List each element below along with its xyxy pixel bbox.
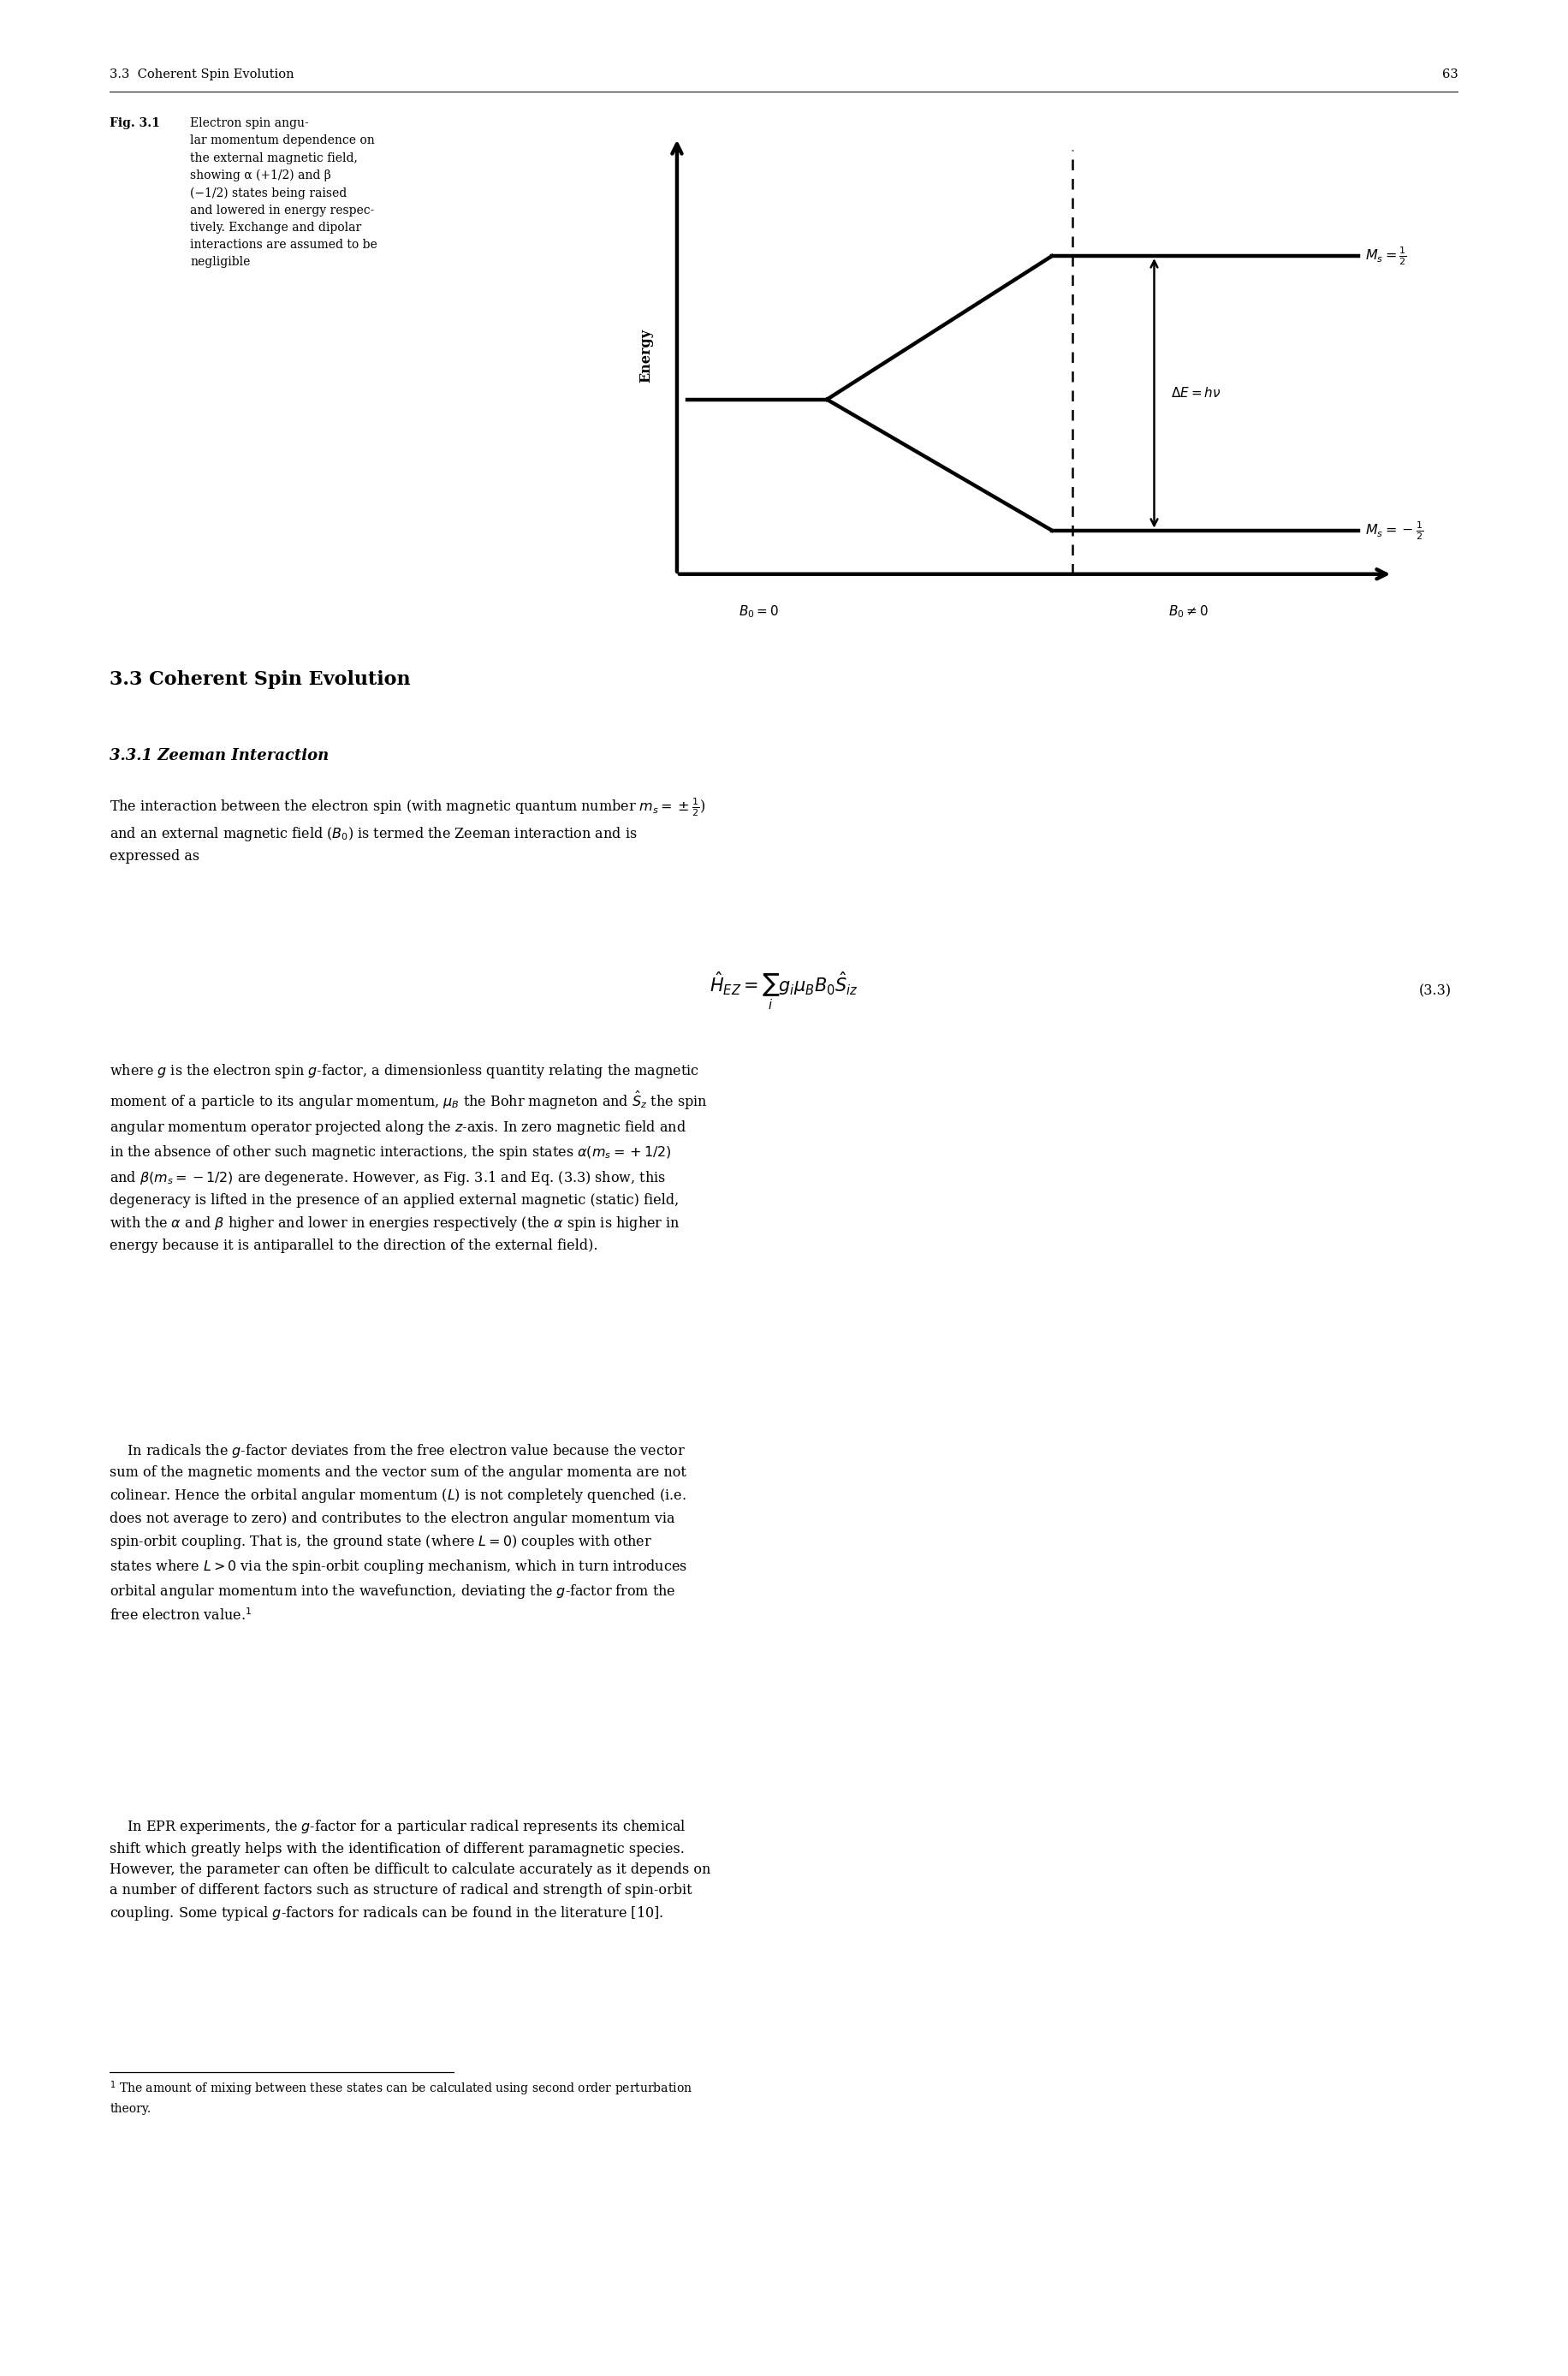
Text: In radicals the $g$-factor deviates from the free electron value because the vec: In radicals the $g$-factor deviates from… [110,1442,687,1623]
Text: 3.3 Coherent Spin Evolution: 3.3 Coherent Spin Evolution [110,670,411,689]
Text: where $g$ is the electron spin $g$-factor, a dimensionless quantity relating the: where $g$ is the electron spin $g$-facto… [110,1062,707,1252]
Text: Energy: Energy [640,328,654,383]
Text: Electron spin angu-
lar momentum dependence on
the external magnetic field,
show: Electron spin angu- lar momentum depende… [190,119,378,268]
Text: $M_s = -\frac{1}{2}$: $M_s = -\frac{1}{2}$ [1366,520,1424,542]
Text: $\Delta E = h\nu$: $\Delta E = h\nu$ [1171,387,1221,399]
Text: $\hat{H}_{EZ} = \sum_{i} g_i \mu_B B_0 \hat{S}_{iz}$: $\hat{H}_{EZ} = \sum_{i} g_i \mu_B B_0 \… [710,969,858,1012]
Text: In EPR experiments, the $g$-factor for a particular radical represents its chemi: In EPR experiments, the $g$-factor for a… [110,1818,710,1922]
Text: The interaction between the electron spin (with magnetic quantum number $m_s = \: The interaction between the electron spi… [110,796,706,865]
Text: $B_0 \neq 0$: $B_0 \neq 0$ [1168,604,1209,620]
Text: Fig. 3.1: Fig. 3.1 [110,119,160,131]
Text: 3.3.1 Zeeman Interaction: 3.3.1 Zeeman Interaction [110,748,329,763]
Text: (3.3): (3.3) [1419,984,1452,998]
Text: $^1$ The amount of mixing between these states can be calculated using second or: $^1$ The amount of mixing between these … [110,2079,693,2115]
Text: 63: 63 [1443,69,1458,81]
Text: 3.3  Coherent Spin Evolution: 3.3 Coherent Spin Evolution [110,69,295,81]
Text: $M_s = \frac{1}{2}$: $M_s = \frac{1}{2}$ [1366,245,1408,266]
Text: $B_0 = 0$: $B_0 = 0$ [739,604,779,620]
